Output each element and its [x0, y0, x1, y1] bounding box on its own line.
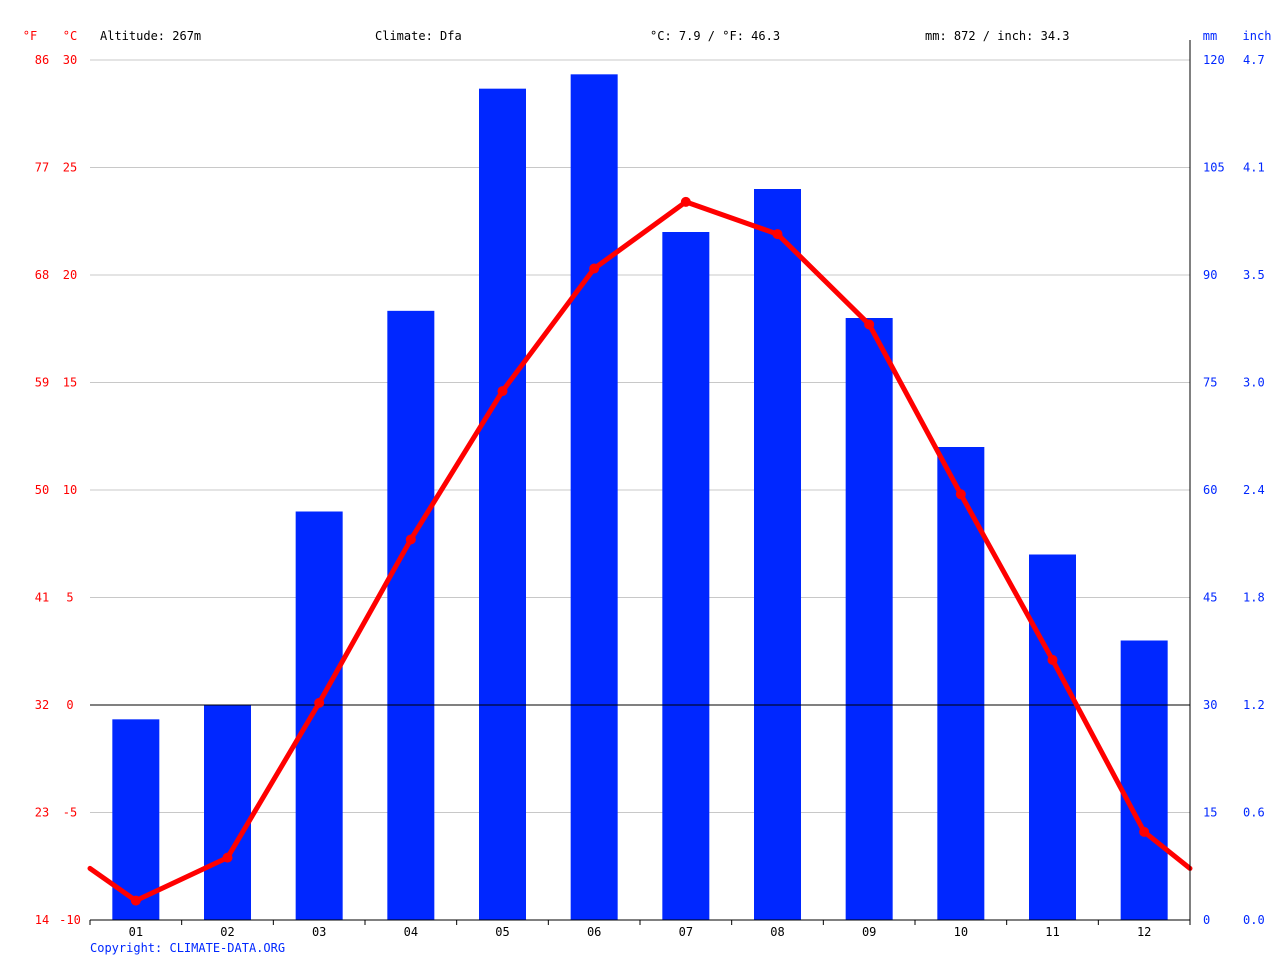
- y-tick-label-mm: 30: [1203, 698, 1217, 712]
- precip-bar-06: [570, 74, 618, 921]
- precip-bar-12: [1120, 640, 1168, 920]
- temp-point-08: [772, 229, 783, 240]
- precip-bar-10: [937, 447, 985, 920]
- y-tick-label-inch: 4.7: [1243, 53, 1265, 67]
- y-tick-label-f: 14: [35, 913, 49, 927]
- y-tick-label-inch: 4.1: [1243, 161, 1265, 175]
- x-tick-label-04: 04: [404, 925, 418, 939]
- precip-bar-08: [754, 189, 801, 920]
- x-tick-label-07: 07: [679, 925, 693, 939]
- y-tick-label-inch: 0.0: [1243, 913, 1265, 927]
- temp-point-04: [405, 534, 416, 545]
- axes: [89, 40, 1191, 925]
- x-tick-label-06: 06: [587, 925, 601, 939]
- x-tick-label-11: 11: [1045, 925, 1059, 939]
- x-tick-label-05: 05: [495, 925, 509, 939]
- precip-bar-02: [204, 705, 251, 920]
- x-tick-label-08: 08: [770, 925, 784, 939]
- y-tick-label-mm: 60: [1203, 483, 1217, 497]
- temperature-average-label: °C: 7.9 / °F: 46.3: [650, 29, 781, 43]
- y-tick-label-f: 68: [35, 268, 49, 282]
- precip-bar-11: [1029, 554, 1076, 920]
- axis-unit-inch: inch: [1243, 29, 1272, 43]
- y-tick-label-f: 23: [35, 806, 49, 820]
- temp-point-07: [680, 196, 691, 207]
- y-tick-label-inch: 2.4: [1243, 483, 1265, 497]
- y-tick-label-f: 86: [35, 53, 49, 67]
- y-tick-label-c: 20: [63, 268, 77, 282]
- y-tick-label-inch: 0.6: [1243, 806, 1265, 820]
- temperature-series-line: [87, 199, 1193, 904]
- axis-unit-fahrenheit: °F: [23, 29, 37, 43]
- precipitation-total-label: mm: 872 / inch: 34.3: [925, 29, 1070, 43]
- y-tick-label-inch: 1.8: [1243, 591, 1265, 605]
- precip-bar-01: [112, 719, 160, 920]
- y-tick-label-inch: 3.0: [1243, 376, 1265, 390]
- y-tick-label-c: 10: [63, 483, 77, 497]
- temp-point-11: [1047, 654, 1058, 665]
- x-tick-label-09: 09: [862, 925, 876, 939]
- y-tick-label-c: -5: [63, 806, 77, 820]
- y-tick-label-c: 25: [63, 161, 77, 175]
- y-tick-label-f: 41: [35, 591, 49, 605]
- precip-bar-07: [662, 232, 710, 920]
- y-tick-label-mm: 75: [1203, 376, 1217, 390]
- y-tick-label-mm: 15: [1203, 806, 1217, 820]
- y-tick-label-mm: 0: [1203, 913, 1210, 927]
- temp-point-05: [497, 386, 508, 397]
- x-tick-label-01: 01: [129, 925, 143, 939]
- temp-point-12: [1139, 826, 1150, 837]
- y-tick-label-c: 30: [63, 53, 77, 67]
- temp-point-06: [589, 263, 600, 274]
- altitude-label: Altitude: 267m: [100, 29, 202, 43]
- temp-point-02: [222, 852, 233, 863]
- axis-unit-celsius: °C: [63, 29, 77, 43]
- temp-point-09: [864, 319, 875, 330]
- x-tick-label-10: 10: [954, 925, 968, 939]
- y-tick-label-f: 77: [35, 161, 49, 175]
- precip-bar-05: [479, 88, 526, 920]
- tick-labels: 14 -10 0 0.023 -5 15 0.632 0 30 1.241 5 45 1.850 10 60…: [23, 29, 1272, 939]
- y-tick-label-c: -10: [59, 913, 81, 927]
- y-tick-label-f: 32: [35, 698, 49, 712]
- copyright-link[interactable]: Copyright: CLIMATE-DATA.ORG: [90, 941, 286, 955]
- temp-point-01: [130, 895, 141, 906]
- x-tick-label-02: 02: [220, 925, 234, 939]
- precipitation-bars: [112, 74, 1168, 921]
- precip-bar-03: [295, 511, 343, 920]
- x-tick-label-03: 03: [312, 925, 326, 939]
- x-tick-label-12: 12: [1137, 925, 1151, 939]
- y-tick-label-c: 5: [66, 591, 73, 605]
- precip-bar-04: [387, 310, 435, 920]
- precip-bar-09: [845, 318, 893, 920]
- y-tick-label-mm: 120: [1203, 53, 1225, 67]
- y-tick-label-inch: 3.5: [1243, 268, 1265, 282]
- y-tick-label-mm: 90: [1203, 268, 1217, 282]
- y-tick-label-mm: 105: [1203, 161, 1225, 175]
- y-tick-label-inch: 1.2: [1243, 698, 1265, 712]
- temp-point-03: [314, 697, 325, 708]
- y-tick-label-f: 50: [35, 483, 49, 497]
- grid-lines: [90, 59, 1190, 813]
- axis-unit-mm: mm: [1203, 29, 1217, 43]
- y-tick-label-f: 59: [35, 376, 49, 390]
- y-tick-label-mm: 45: [1203, 591, 1217, 605]
- temp-point-10: [955, 489, 966, 500]
- climate-label: Climate: Dfa: [375, 29, 462, 43]
- temperature-line: [87, 196, 1193, 906]
- y-tick-label-c: 0: [66, 698, 73, 712]
- y-tick-label-c: 15: [63, 376, 77, 390]
